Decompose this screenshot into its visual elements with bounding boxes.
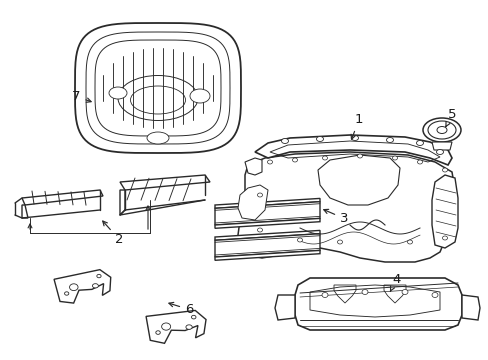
Ellipse shape [97,274,101,278]
Ellipse shape [92,284,98,288]
Polygon shape [54,270,110,303]
Polygon shape [22,190,103,205]
Text: 2: 2 [102,221,123,246]
Ellipse shape [64,292,69,295]
Text: 3: 3 [323,210,348,225]
Polygon shape [120,190,125,215]
Polygon shape [146,310,205,343]
Ellipse shape [357,154,362,158]
Ellipse shape [162,323,170,330]
Ellipse shape [442,168,447,172]
Text: 1: 1 [350,113,363,139]
Ellipse shape [297,238,302,242]
Polygon shape [238,152,454,262]
Ellipse shape [401,289,407,294]
Polygon shape [254,135,451,165]
Ellipse shape [147,132,169,144]
Ellipse shape [322,156,327,160]
Ellipse shape [431,292,437,297]
Polygon shape [238,185,267,220]
Polygon shape [215,230,319,240]
Polygon shape [244,158,262,175]
Ellipse shape [321,292,327,297]
Polygon shape [274,295,294,320]
Polygon shape [461,295,479,320]
Ellipse shape [416,140,423,145]
Ellipse shape [156,331,160,334]
Polygon shape [431,175,457,248]
Text: 5: 5 [445,108,456,127]
Text: 4: 4 [389,273,400,291]
Polygon shape [215,251,319,260]
Ellipse shape [190,89,209,103]
Ellipse shape [257,228,262,232]
Ellipse shape [351,135,358,140]
Polygon shape [317,155,399,205]
Ellipse shape [422,118,460,142]
Text: 6: 6 [168,302,193,316]
Ellipse shape [337,240,342,244]
Ellipse shape [442,236,447,240]
Ellipse shape [267,160,272,164]
Ellipse shape [436,126,446,134]
Ellipse shape [257,193,262,197]
Ellipse shape [427,121,455,139]
Text: 7: 7 [72,90,91,103]
Polygon shape [215,219,319,228]
Polygon shape [294,278,461,330]
Polygon shape [215,202,319,225]
Ellipse shape [407,240,412,244]
Ellipse shape [109,87,127,99]
Polygon shape [215,198,319,208]
Ellipse shape [316,136,323,141]
Polygon shape [120,175,209,190]
Polygon shape [75,23,241,153]
Ellipse shape [417,160,422,164]
Ellipse shape [386,138,393,143]
Polygon shape [215,234,319,257]
Ellipse shape [361,289,367,294]
Ellipse shape [392,156,397,160]
Ellipse shape [185,325,192,329]
Polygon shape [431,142,451,150]
Ellipse shape [436,149,443,154]
Ellipse shape [281,139,288,144]
Ellipse shape [191,315,196,319]
Ellipse shape [292,158,297,162]
Polygon shape [22,205,28,218]
Ellipse shape [69,284,78,291]
